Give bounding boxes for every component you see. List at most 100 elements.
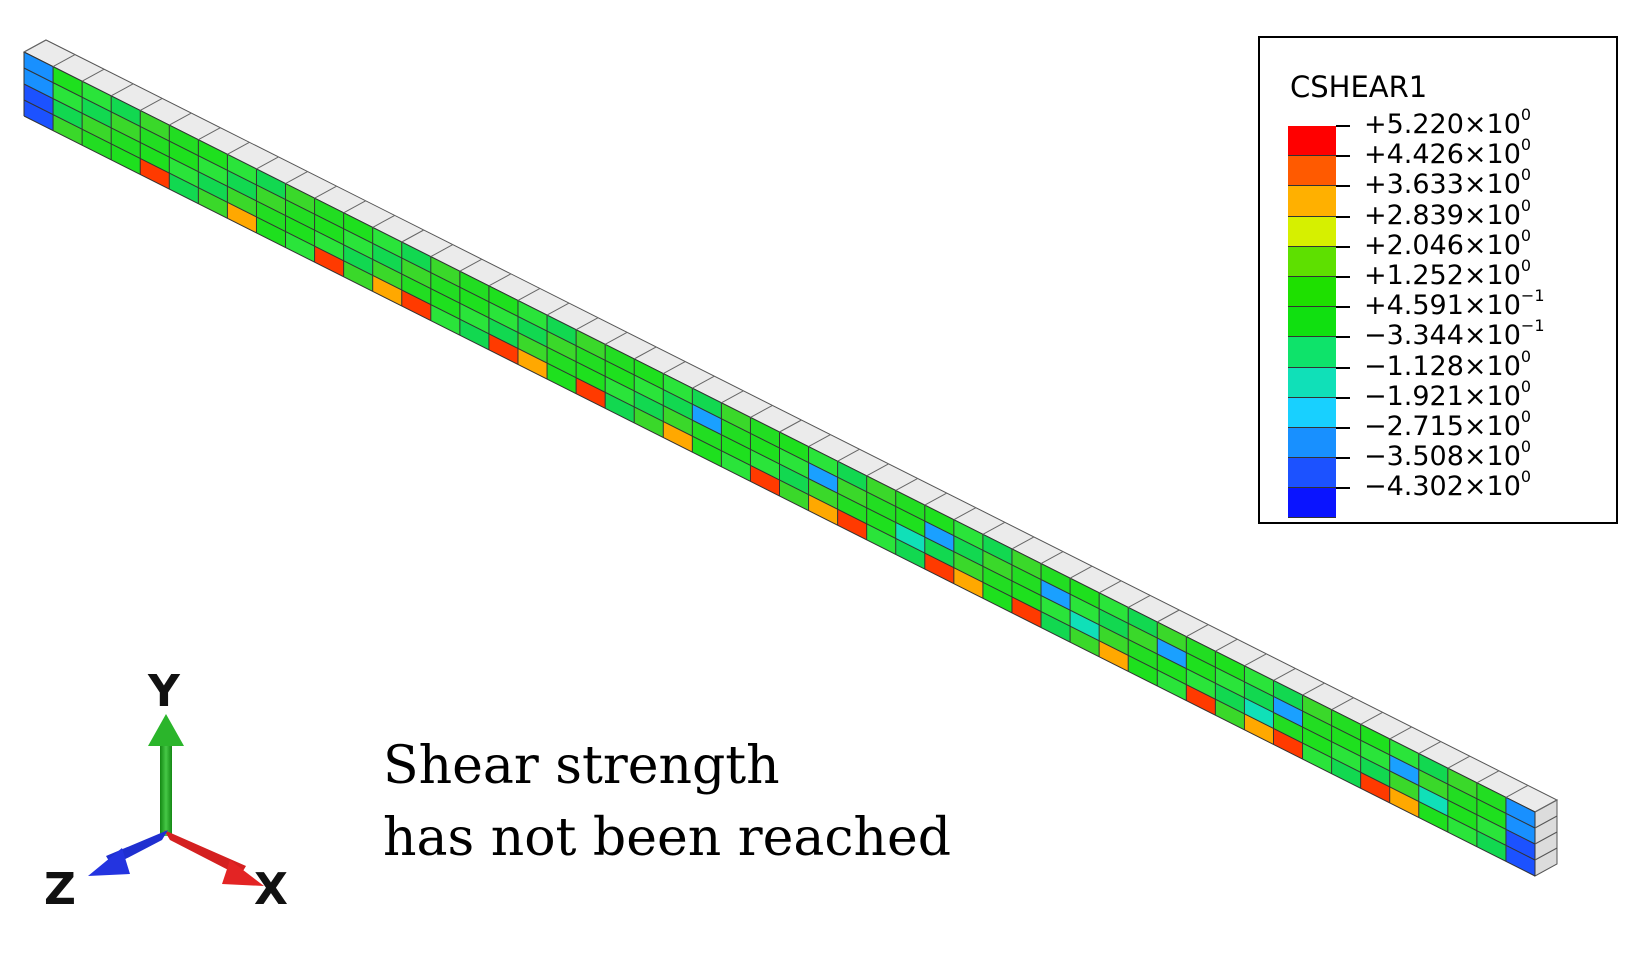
mesh-line — [546, 302, 570, 316]
mesh-line — [1040, 551, 1064, 564]
mesh-cell — [924, 505, 954, 536]
legend-swatch — [1288, 427, 1336, 459]
legend-swatch — [1288, 458, 1336, 489]
mesh-cell — [256, 184, 286, 216]
legend-tick-mark — [1336, 276, 1350, 278]
mesh-cell — [750, 449, 780, 480]
mesh-line — [1011, 536, 1035, 550]
legend-tick-label: +1.252×100 — [1364, 256, 1532, 292]
mesh-cell — [1476, 830, 1506, 862]
mesh-line — [1418, 741, 1442, 754]
mesh-cell — [895, 538, 925, 570]
mesh-cell — [285, 183, 315, 215]
mesh-cell — [488, 285, 518, 317]
mesh-cell — [1041, 563, 1071, 595]
mesh-cell — [285, 215, 315, 247]
mesh-cell — [1418, 769, 1448, 801]
legend-tick-label: +2.839×100 — [1364, 195, 1532, 231]
legend-swatch — [1288, 156, 1336, 187]
mesh-line — [1389, 726, 1412, 740]
mesh-cell — [24, 100, 54, 131]
mesh-cell — [605, 376, 635, 407]
triad-arrows-icon — [88, 714, 264, 886]
mesh-cell — [53, 66, 83, 98]
mesh-cell — [1186, 636, 1216, 668]
mesh-cell — [1418, 801, 1448, 833]
mesh-line — [1127, 594, 1151, 608]
mesh-cell — [82, 97, 112, 128]
mesh-cell — [837, 509, 867, 540]
mesh-cell — [605, 344, 635, 375]
mesh-cell — [1389, 754, 1419, 786]
mesh-cell — [256, 168, 286, 200]
mesh-cell — [1011, 548, 1042, 580]
mesh-cell — [1302, 711, 1332, 742]
mesh-line — [1069, 565, 1093, 579]
mesh-line — [459, 258, 483, 272]
mesh-cell — [1244, 697, 1274, 729]
legend-tick-mark — [1336, 427, 1350, 429]
mesh-cell — [1041, 579, 1071, 611]
legend-tick-label: −2.715×100 — [1364, 407, 1532, 443]
mesh-cell — [169, 125, 199, 156]
mesh-cell — [1215, 683, 1245, 714]
mesh-cell — [169, 141, 199, 172]
legend-swatch — [1288, 337, 1336, 368]
mesh-cell — [1418, 753, 1448, 785]
mesh-cell — [1128, 655, 1158, 686]
mesh-cell — [1070, 594, 1100, 625]
mesh-cell — [1215, 667, 1245, 698]
mesh-cell — [1157, 670, 1187, 701]
mesh-cell — [24, 68, 54, 99]
mesh-line — [1186, 624, 1209, 638]
legend-tick-label: +4.426×100 — [1364, 135, 1532, 171]
mesh-cell — [866, 507, 896, 539]
mesh-cell — [1128, 639, 1158, 670]
mesh-line — [1244, 653, 1267, 667]
mesh-cell — [401, 290, 431, 321]
mesh-cell — [517, 316, 548, 348]
mesh-cell — [634, 390, 664, 422]
mesh-cell — [634, 358, 664, 390]
mesh-cell — [1070, 578, 1100, 609]
mesh-line — [1534, 799, 1558, 813]
mesh-cell — [924, 553, 954, 584]
mesh-cell — [256, 216, 286, 248]
mesh-cell — [430, 304, 460, 336]
mesh-line — [256, 156, 279, 170]
mesh-cell — [24, 84, 54, 115]
mesh-cell — [1360, 724, 1390, 755]
legend-tick-label: −1.921×100 — [1364, 376, 1532, 412]
mesh-cell — [53, 98, 83, 130]
mesh-cell — [866, 523, 896, 555]
mesh-line — [633, 346, 657, 360]
mesh-cell — [547, 347, 577, 378]
mesh-line — [750, 404, 773, 418]
legend-tick-mark — [1336, 245, 1350, 248]
mesh-line — [110, 83, 134, 97]
mesh-cell — [1505, 845, 1535, 876]
legend-tick-label: −3.344×10−1 — [1364, 316, 1545, 352]
mesh-cell — [1099, 640, 1129, 672]
mesh-line — [895, 478, 918, 491]
mesh-cell — [53, 114, 83, 146]
mesh-cell — [198, 171, 228, 203]
y-axis-arrow-icon — [160, 742, 172, 836]
mesh-cell — [372, 243, 402, 274]
mesh-cell — [488, 301, 518, 333]
mesh-cell — [1476, 814, 1506, 846]
mesh-cell — [837, 493, 867, 524]
mesh-cell — [198, 139, 228, 171]
mesh-cell — [401, 274, 431, 305]
mesh-line — [663, 361, 686, 374]
mesh-cell — [517, 348, 548, 380]
mesh-cell — [721, 402, 751, 434]
mesh-cell — [1070, 610, 1100, 641]
legend-swatch — [1288, 126, 1336, 157]
mesh-cell — [82, 113, 112, 144]
mesh-line — [575, 317, 599, 331]
mesh-cell — [895, 490, 925, 522]
legend-swatch — [1288, 307, 1336, 338]
mesh-cell — [953, 519, 983, 551]
legend-tick-mark — [1336, 366, 1350, 369]
